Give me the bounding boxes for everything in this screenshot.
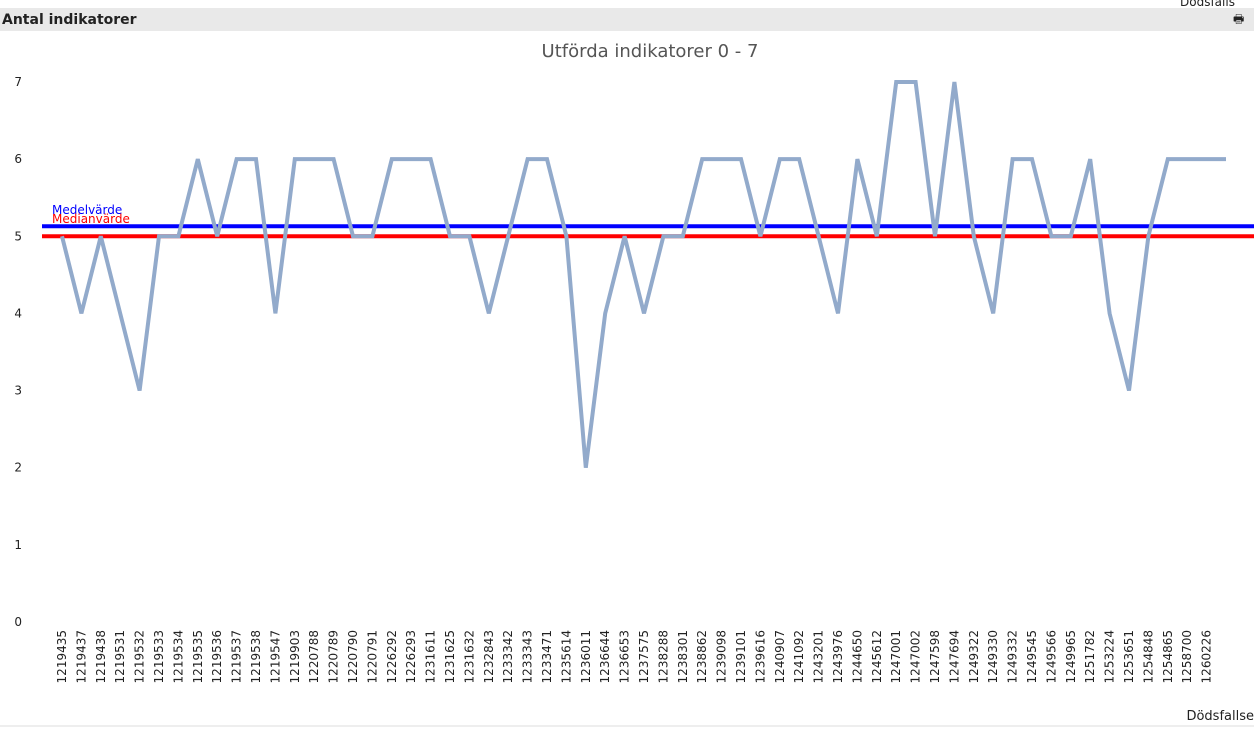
y-tick-label: 1	[14, 538, 22, 552]
x-tick-label: 1233343	[521, 630, 535, 683]
x-tick-label: 1231611	[424, 630, 438, 683]
x-tick-label: 1219532	[133, 630, 147, 683]
y-tick-label: 4	[14, 306, 22, 320]
x-tick-label: 1243201	[812, 630, 826, 683]
x-tick-label: 1244650	[850, 630, 864, 683]
x-tick-label: 1238862	[695, 630, 709, 683]
reference-label: Medianvärde	[52, 212, 130, 226]
x-tick-label: 1219533	[152, 630, 166, 683]
x-tick-label: 1247694	[947, 630, 961, 683]
x-tick-label: 1219534	[171, 630, 185, 683]
x-tick-label: 1236653	[618, 630, 632, 683]
x-tick-label: 1226293	[404, 630, 418, 683]
y-tick-label: 3	[14, 384, 22, 398]
x-tick-label: 1231632	[462, 630, 476, 683]
x-tick-label: 1253224	[1103, 630, 1117, 683]
x-axis-title: Dödsfallse	[1186, 709, 1254, 724]
x-tick-label: 1219435	[55, 630, 69, 683]
x-tick-label: 1249566	[1044, 630, 1058, 683]
x-tick-label: 1249322	[967, 630, 981, 683]
x-tick-label: 1247002	[909, 630, 923, 683]
x-tick-label: 1219535	[191, 630, 205, 683]
x-tick-label: 1251782	[1083, 630, 1097, 683]
corner-caption: Dödsfalls	[1180, 0, 1235, 9]
chart-title: Utförda indikatorer 0 - 7	[542, 41, 759, 62]
x-tick-label: 1253651	[1122, 630, 1136, 683]
x-tick-label: 1260226	[1200, 630, 1214, 683]
x-tick-label: 1237575	[637, 630, 651, 683]
x-tick-label: 1254865	[1161, 630, 1175, 683]
x-tick-label: 1219437	[74, 630, 88, 683]
y-tick-label: 0	[14, 615, 22, 629]
x-tick-label: 1239098	[715, 630, 729, 683]
x-tick-label: 1249545	[1025, 630, 1039, 683]
x-tick-label: 1238288	[656, 630, 670, 683]
x-tick-label: 1219537	[230, 630, 244, 683]
x-tick-label: 1220788	[307, 630, 321, 683]
x-tick-label: 1249965	[1064, 630, 1078, 683]
x-tick-label: 1219531	[113, 630, 127, 683]
y-tick-label: 5	[14, 229, 22, 243]
x-tick-label: 1233342	[501, 630, 515, 683]
x-tick-label: 1247001	[889, 630, 903, 683]
y-tick-label: 7	[14, 75, 22, 89]
x-tick-label: 1219903	[288, 630, 302, 683]
x-tick-label: 1220789	[327, 630, 341, 683]
caption-bar	[0, 8, 1254, 31]
y-tick-label: 6	[14, 152, 22, 166]
x-tick-label: 1232843	[482, 630, 496, 683]
x-tick-label: 1231625	[443, 630, 457, 683]
series-line	[60, 80, 1226, 468]
x-tick-label: 1249332	[1006, 630, 1020, 683]
x-tick-label: 1226292	[385, 630, 399, 683]
x-tick-label: 1258700	[1180, 630, 1194, 683]
x-tick-label: 1235614	[559, 630, 573, 683]
x-tick-label: 1220791	[365, 630, 379, 683]
y-tick-label: 2	[14, 461, 22, 475]
x-tick-label: 1219538	[249, 630, 263, 683]
x-tick-label: 1241092	[792, 630, 806, 683]
x-tick-label: 1249330	[986, 630, 1000, 683]
print-icon[interactable]: 🖶	[1233, 12, 1244, 26]
x-tick-label: 1245612	[870, 630, 884, 683]
reference-label: Medelvärde	[52, 203, 122, 217]
x-tick-label: 1239101	[734, 630, 748, 683]
x-tick-label: 1240907	[773, 630, 787, 683]
x-tick-label: 1238301	[676, 630, 690, 683]
x-tick-label: 1247598	[928, 630, 942, 683]
window-title: Antal indikatorer	[2, 12, 137, 28]
x-tick-label: 1236644	[598, 630, 612, 683]
x-tick-label: 1236011	[579, 630, 593, 683]
x-tick-label: 1239616	[753, 630, 767, 683]
x-tick-label: 1219438	[94, 630, 108, 683]
x-tick-label: 1254848	[1141, 630, 1155, 683]
x-tick-label: 1233471	[540, 630, 554, 683]
x-tick-label: 1220790	[346, 630, 360, 683]
x-tick-label: 1243976	[831, 630, 845, 683]
x-tick-label: 1219547	[268, 630, 282, 683]
x-tick-label: 1219536	[210, 630, 224, 683]
